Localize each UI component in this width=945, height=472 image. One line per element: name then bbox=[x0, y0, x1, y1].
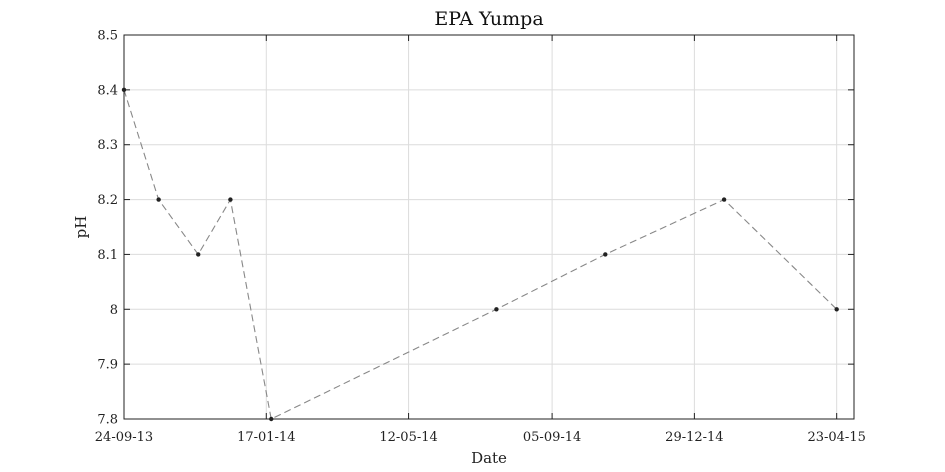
y-tick-label: 7.8 bbox=[97, 413, 118, 428]
series-line bbox=[123, 89, 838, 420]
x-tick-label: 23-04-15 bbox=[807, 430, 865, 445]
data-point bbox=[196, 252, 201, 257]
y-tick-label: 7.9 bbox=[97, 358, 118, 373]
x-axis-label: Date bbox=[471, 449, 507, 467]
x-tick-label: 17-01-14 bbox=[237, 430, 295, 445]
x-tick-label: 29-12-14 bbox=[665, 430, 723, 445]
series-layer bbox=[121, 87, 839, 422]
y-tick-label: 8.3 bbox=[97, 138, 118, 153]
plot-frame bbox=[123, 34, 855, 420]
y-tick-label: 8.1 bbox=[97, 248, 118, 263]
y-tick-labels: 7.8 7.9 8 8.1 8.2 8.3 8.4 8.5 bbox=[97, 29, 118, 428]
grid-lines bbox=[123, 34, 854, 420]
y-tick-label: 8.2 bbox=[97, 193, 118, 208]
y-tick-label: 8.5 bbox=[97, 29, 118, 44]
tick-marks bbox=[123, 34, 854, 420]
data-point bbox=[603, 252, 608, 257]
x-tick-label: 24-09-13 bbox=[95, 430, 153, 445]
data-point bbox=[156, 197, 161, 202]
data-point bbox=[834, 307, 839, 312]
x-tick-labels: 24-09-13 17-01-14 12-05-14 05-09-14 29-12-14… bbox=[95, 430, 866, 445]
chart-title: EPA Yumpa bbox=[434, 8, 543, 30]
x-tick-label: 12-05-14 bbox=[379, 430, 437, 445]
data-point bbox=[494, 307, 499, 312]
y-axis-label: pH bbox=[72, 216, 90, 239]
data-point bbox=[228, 197, 233, 202]
data-point bbox=[721, 197, 727, 202]
y-tick-label: 8.4 bbox=[97, 83, 118, 98]
y-tick-label: 8 bbox=[110, 303, 118, 318]
x-tick-label: 05-09-14 bbox=[523, 430, 581, 445]
